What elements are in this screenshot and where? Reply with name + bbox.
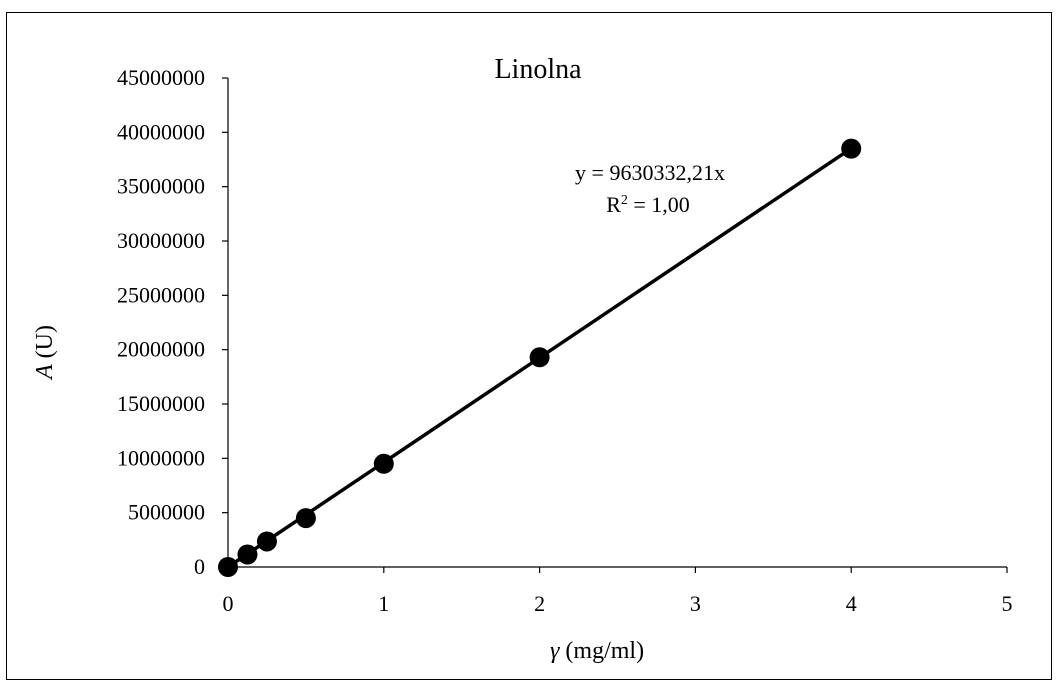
y-axis-symbol: A [32,364,58,381]
x-tick-label: 3 [690,591,701,616]
r-squared-r: R [606,192,621,217]
data-point [529,347,550,368]
x-tick-label: 5 [1002,591,1013,616]
y-tick-label: 25000000 [117,282,205,307]
data-point [841,138,862,159]
chart-frame [6,12,1052,680]
r-squared-label: R2 = 1,00 [606,192,690,217]
x-tick-label: 4 [846,591,857,616]
y-tick-label: 30000000 [117,228,205,253]
y-tick-label: 5000000 [128,500,205,525]
data-points-group [218,138,862,577]
y-tick-label: 40000000 [117,119,205,144]
y-tick-label: 15000000 [117,391,205,416]
y-tick-label: 45000000 [117,65,205,90]
x-axis-unit: (mg/ml) [559,638,644,664]
r-squared-value: = 1,00 [628,192,690,217]
trendline-equation: y = 9630332,21x [575,160,725,185]
data-point [295,508,316,529]
y-axis-unit: (U) [32,325,58,364]
x-tick-label: 2 [534,591,545,616]
y-tick-label: 35000000 [117,174,205,199]
y-tick-label: 10000000 [117,445,205,470]
y-axis-label: A (U) [32,325,58,381]
x-axis-symbol: γ [550,638,560,664]
x-axis-label: γ (mg/ml) [550,638,644,664]
data-point [256,531,277,552]
data-point [237,544,258,565]
x-tick-label: 0 [223,591,234,616]
data-point [218,557,238,577]
chart-title: Linolna [494,54,582,85]
r-squared-superscript: 2 [621,193,628,208]
x-tick-label: 1 [378,591,389,616]
data-point [373,453,394,474]
y-tick-label: 20000000 [117,337,205,362]
y-tick-label: 0 [194,554,205,579]
axes-group: 0 5000000 10000000 15000000 20000000 25000000… [117,65,1013,616]
